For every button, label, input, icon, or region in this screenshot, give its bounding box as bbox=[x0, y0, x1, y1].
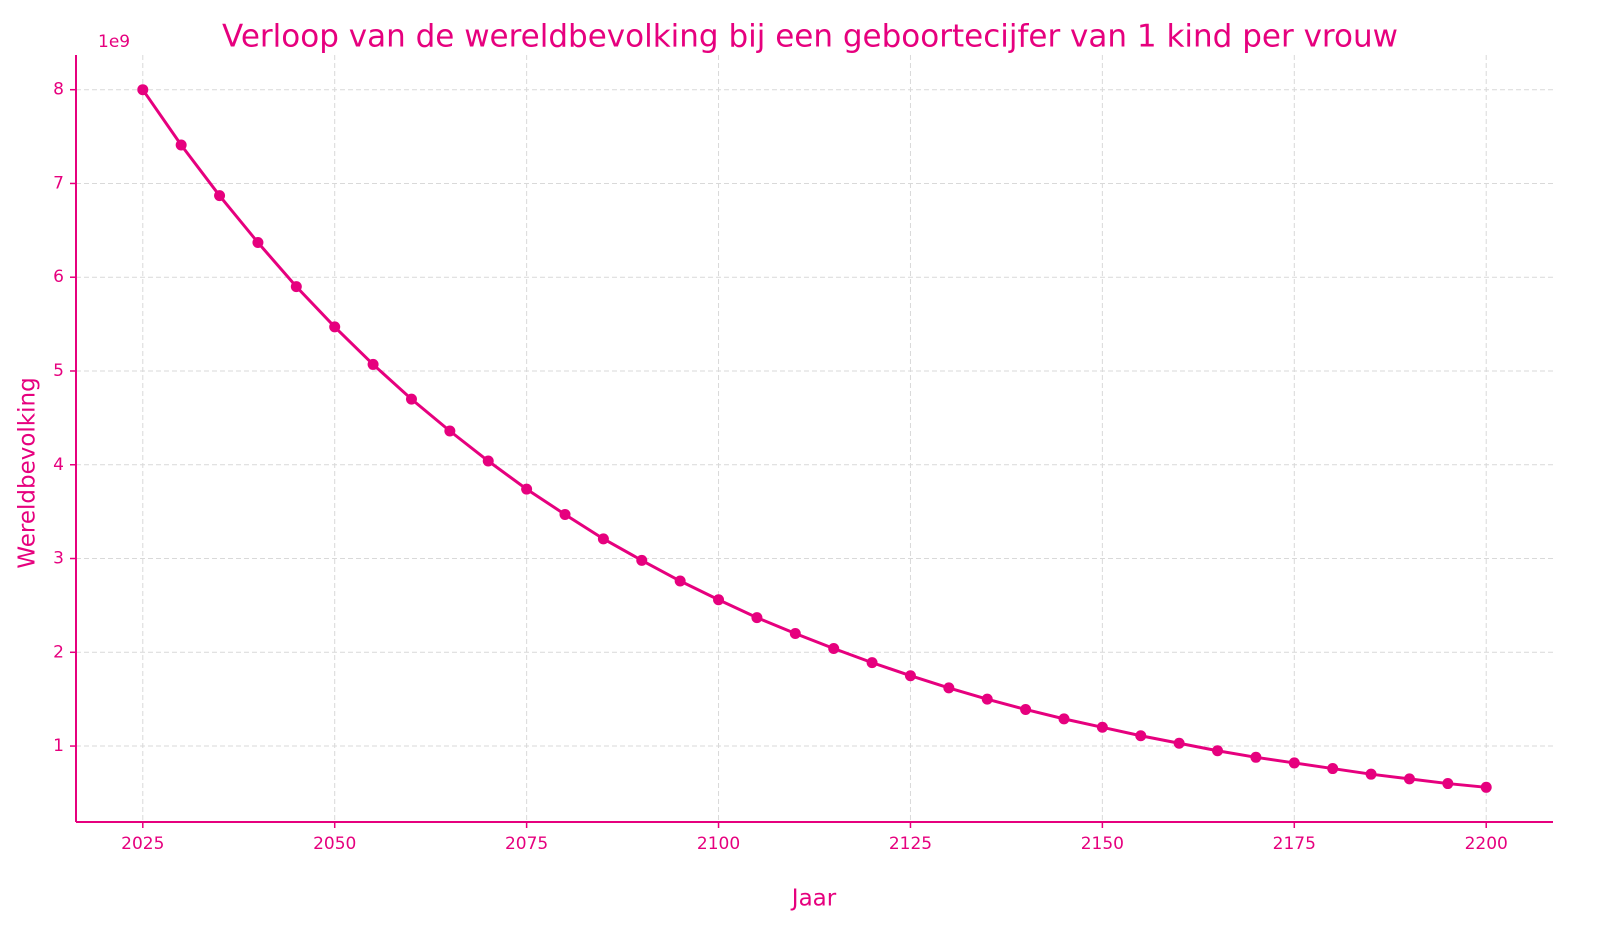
point bbox=[597, 533, 609, 545]
point bbox=[866, 657, 878, 669]
point bbox=[1173, 737, 1185, 749]
point bbox=[1327, 763, 1339, 775]
x-tick-label: 2200 bbox=[1465, 834, 1508, 854]
point bbox=[1288, 757, 1300, 769]
y-tick-label: 2 bbox=[53, 642, 64, 662]
y-offset-label: 1e9 bbox=[98, 32, 130, 52]
x-tick-label: 2150 bbox=[1081, 834, 1124, 854]
point bbox=[290, 281, 302, 293]
point bbox=[1020, 703, 1032, 715]
point bbox=[559, 508, 571, 520]
point bbox=[175, 139, 187, 151]
x-tick-label: 2050 bbox=[313, 834, 356, 854]
point bbox=[252, 237, 264, 249]
point bbox=[1096, 721, 1108, 733]
y-tick-label: 4 bbox=[53, 455, 64, 475]
x-tick-label: 2075 bbox=[505, 834, 548, 854]
point bbox=[214, 190, 226, 202]
point bbox=[1058, 713, 1070, 725]
point bbox=[1480, 781, 1492, 793]
x-tick-label: 2025 bbox=[121, 834, 164, 854]
y-tick-label: 1 bbox=[53, 736, 64, 756]
x-tick-label: 2175 bbox=[1273, 834, 1316, 854]
point bbox=[482, 455, 494, 467]
point bbox=[1250, 751, 1262, 763]
point bbox=[1212, 745, 1224, 757]
y-tick-label: 5 bbox=[53, 361, 64, 381]
point bbox=[367, 358, 379, 370]
point bbox=[713, 594, 725, 606]
point bbox=[444, 425, 456, 437]
point bbox=[789, 628, 801, 640]
point bbox=[636, 554, 648, 566]
point bbox=[137, 84, 149, 96]
point bbox=[904, 670, 916, 682]
x-tick-label: 2100 bbox=[697, 834, 740, 854]
point bbox=[1365, 768, 1377, 780]
point bbox=[674, 575, 686, 587]
line bbox=[141, 88, 1487, 789]
y-tick-label: 8 bbox=[53, 80, 64, 100]
point bbox=[1403, 773, 1415, 785]
point bbox=[329, 321, 341, 333]
point bbox=[405, 393, 417, 405]
y-axis-label: Wereldbevolking bbox=[15, 377, 41, 568]
point bbox=[981, 693, 993, 705]
point bbox=[1442, 778, 1454, 790]
chart-title: Verloop van de wereldbevolking bij een g… bbox=[222, 19, 1398, 55]
x-axis-label: Jaar bbox=[790, 886, 837, 912]
y-tick-label: 7 bbox=[53, 173, 64, 193]
point bbox=[828, 643, 840, 655]
point bbox=[1135, 730, 1147, 742]
y-tick-label: 6 bbox=[53, 267, 64, 287]
x-tick-label: 2125 bbox=[889, 834, 932, 854]
point bbox=[751, 612, 763, 624]
point bbox=[943, 682, 955, 694]
y-tick-label: 3 bbox=[53, 549, 64, 569]
point bbox=[521, 483, 533, 495]
